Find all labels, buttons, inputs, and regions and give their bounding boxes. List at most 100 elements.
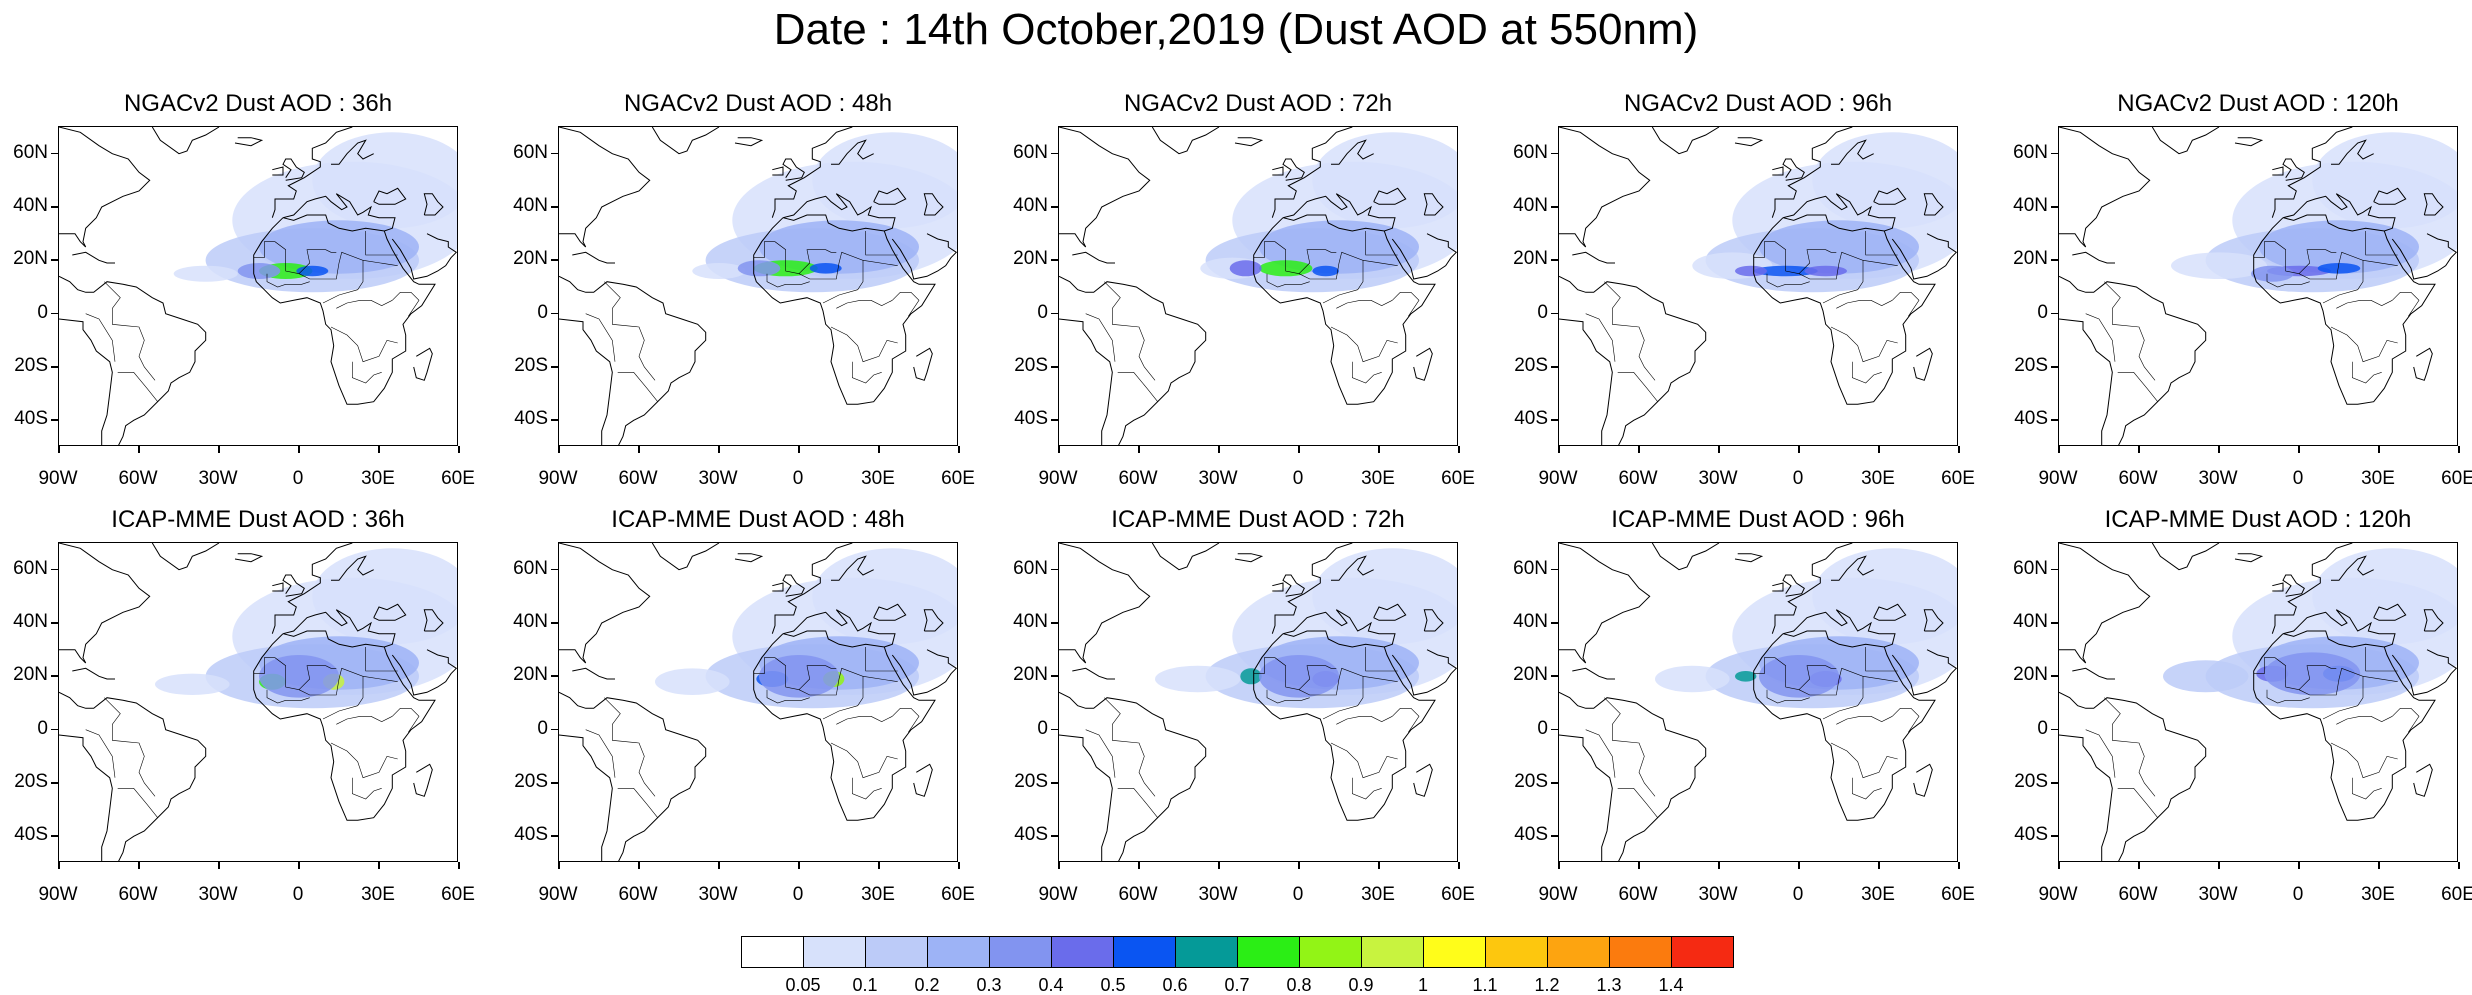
coastline	[1559, 318, 1613, 445]
country-border	[362, 260, 398, 266]
colorbar-label: 0.05	[785, 975, 821, 995]
latitude-tick	[51, 419, 58, 421]
country-border	[336, 716, 393, 725]
latitude-tick-label: 0	[1037, 301, 1048, 323]
coastline	[1572, 251, 1615, 264]
longitude-tick	[958, 862, 960, 869]
dust-plume-shading	[1812, 548, 1957, 645]
latitude-tick-label: 40N	[1013, 611, 1048, 632]
latitude-tick-label: 40S	[514, 408, 548, 430]
longitude-tick	[1298, 446, 1300, 453]
latitude-tick-label: 40N	[13, 195, 48, 216]
dust-plume-shading	[1312, 132, 1457, 229]
latitude-tick-label: 20S	[1014, 355, 1048, 376]
country-border	[2266, 689, 2310, 704]
coastline	[2331, 555, 2374, 581]
longitude-tick	[1378, 446, 1380, 453]
colorbar-box	[1671, 936, 1734, 968]
coastline	[651, 543, 720, 571]
country-border	[2362, 676, 2398, 682]
latitude-tick	[1551, 152, 1558, 155]
longitude-tick	[1638, 862, 1640, 869]
latitude-tick	[1051, 366, 1058, 368]
coastline	[271, 543, 353, 634]
dust-plume-shading	[759, 220, 919, 274]
coastline	[2253, 217, 2436, 405]
coastline	[1391, 233, 1457, 280]
latitude-tick	[551, 675, 558, 677]
coastline	[2151, 127, 2220, 155]
coastline	[272, 582, 284, 592]
colorbar-label: 0.7	[1224, 975, 1250, 995]
coastline	[271, 127, 353, 218]
map-canvas	[559, 127, 957, 445]
coastline	[772, 582, 784, 592]
longitude-tick	[2058, 862, 2060, 869]
country-border	[1604, 281, 1656, 381]
coastline	[771, 543, 853, 634]
longitude-tick	[1958, 862, 1960, 869]
coastline	[253, 217, 436, 405]
latitude-tick-label: 60N	[13, 141, 48, 163]
latitude-tick-label: 40S	[1014, 824, 1048, 846]
longitude-tick	[1218, 446, 1220, 453]
longitude-tick	[558, 446, 560, 453]
latitude-tick	[1551, 419, 1558, 421]
coastline	[2282, 158, 2305, 181]
longitude-tick-label: 90W	[38, 884, 78, 905]
country-border	[617, 372, 658, 402]
country-border	[2298, 249, 2337, 274]
coastline	[59, 734, 113, 861]
coastline	[2234, 137, 2264, 147]
coastline	[1923, 609, 1944, 632]
coastline	[282, 193, 396, 232]
latitude-tick	[1051, 675, 1058, 677]
map-canvas	[1559, 127, 1957, 445]
country-border	[798, 249, 837, 274]
latitude-tick	[1551, 366, 1558, 368]
latitude-tick	[551, 152, 558, 155]
country-border	[1892, 292, 1920, 317]
dust-plume-shading	[1812, 132, 1957, 229]
latitude-tick-label: 60N	[2013, 141, 2048, 163]
coastline	[1772, 166, 1784, 176]
latitude-tick	[551, 622, 558, 624]
country-border	[365, 647, 398, 672]
coastline	[413, 347, 433, 381]
country-border	[1253, 657, 1364, 720]
coastline	[1282, 609, 1396, 648]
coastline	[2059, 127, 2151, 248]
colorbar	[741, 936, 1734, 968]
latitude-tick	[2051, 419, 2058, 421]
coastline	[753, 217, 936, 405]
coastline	[771, 127, 853, 218]
coastline	[2059, 691, 2207, 861]
longitude-tick-label: 90W	[1538, 884, 1578, 905]
country-border	[2117, 788, 2158, 818]
country-border	[2336, 300, 2393, 309]
longitude-tick	[2378, 862, 2380, 869]
country-border	[836, 300, 893, 309]
coastline	[1782, 609, 1896, 648]
latitude-tick	[1551, 622, 1558, 624]
coastline	[2373, 187, 2407, 205]
country-border	[253, 657, 364, 720]
map-canvas	[1059, 127, 1457, 445]
country-border	[1617, 372, 1658, 402]
panel-title: ICAP-MME Dust AOD : 72h	[1111, 506, 1405, 533]
longitude-tick-label: 0	[2292, 884, 2304, 905]
map-panel-icap-mme-36h: ICAP-MME Dust AOD : 36h 60N 40N 20N 0 20S 40S 9…	[0, 505, 475, 945]
dust-plume-shading	[1155, 665, 1241, 693]
latitude-tick-label: 40N	[1513, 195, 1548, 216]
latitude-tick-label: 20N	[13, 248, 48, 270]
latitude-tick-label: 20N	[2013, 664, 2048, 686]
coastline	[59, 318, 113, 445]
country-border	[1104, 281, 1156, 381]
map-canvas	[2059, 127, 2457, 445]
coastline	[1059, 734, 1113, 861]
dust-plume-shading	[312, 132, 457, 229]
country-border	[862, 676, 898, 682]
coastline	[2059, 275, 2207, 445]
longitude-tick	[2298, 446, 2300, 453]
longitude-tick	[2458, 446, 2460, 453]
